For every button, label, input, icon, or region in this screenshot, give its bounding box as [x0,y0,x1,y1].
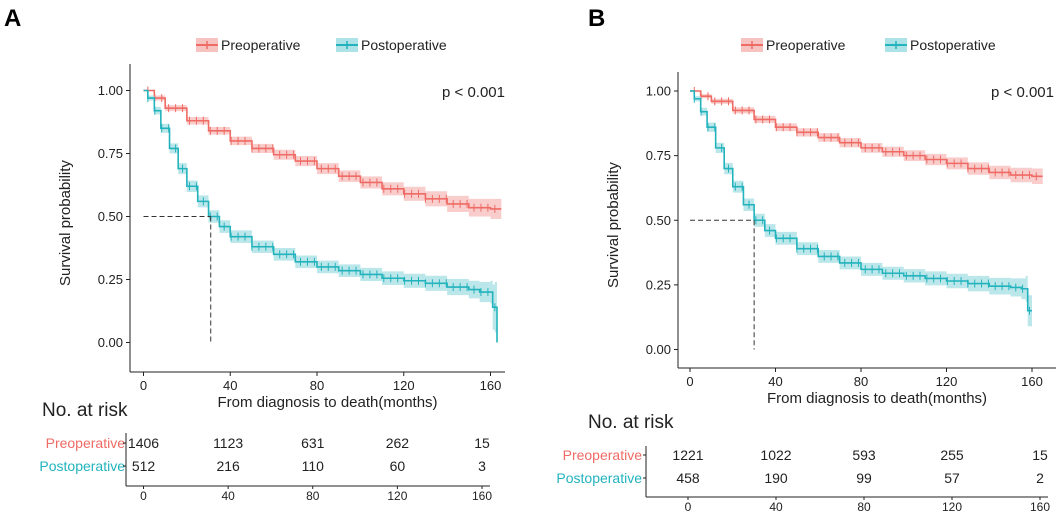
risk-count: 190 [764,470,788,486]
postoperative-curve [690,90,1032,312]
risk-time-label: 160 [1030,500,1050,512]
risk-time-label: 40 [769,500,783,512]
risk-count: 262 [386,435,410,451]
risk-time-label: 80 [306,489,320,503]
y-tick-label: 0.75 [646,148,671,163]
risk-table-title: No. at risk [42,400,128,421]
risk-time-label: 40 [221,489,235,503]
risk-group-label: Postoperative [39,458,125,474]
risk-count: 216 [216,458,240,474]
km-chart-a: A Preoperative Postoperative 0.00 0.25 0.50 0.… [4,5,505,503]
x-tick-label: 120 [393,378,415,393]
panel-label: A [4,5,21,32]
y-tick-label: 0.00 [98,335,123,350]
risk-count: 15 [474,435,490,451]
postoperative-ci-band [143,90,498,343]
y-tick-label: 0.50 [646,213,671,228]
risk-count: 110 [302,458,325,474]
x-tick-label: 40 [223,378,237,393]
legend-label: Preoperative [766,37,846,53]
x-tick-label: 0 [140,378,147,393]
risk-group-label: Preoperative [46,435,126,451]
x-tick-label: 80 [854,374,868,389]
x-axis-title: From diagnosis to death(months) [767,390,987,407]
y-tick-label: 1.00 [646,84,671,99]
risk-time-label: 120 [387,489,407,503]
y-tick-label: 0.75 [98,146,123,161]
panel-b: B Preoperative Postoperative 0.00 0.25 0.50 0.… [548,0,1063,514]
preoperative-ci-band [143,90,502,220]
y-tick-label: 0.25 [98,272,123,287]
risk-count: 593 [852,447,876,463]
risk-time-label: 80 [857,500,871,512]
x-tick-label: 40 [768,374,782,389]
risk-time-label: 0 [140,489,147,503]
preoperative-curve [143,89,502,210]
x-tick-label: 160 [480,378,502,393]
risk-group-label: Preoperative [563,447,643,463]
preoperative-curve [690,90,1043,178]
legend-label: Postoperative [910,37,996,53]
km-chart-b: B Preoperative Postoperative 0.00 0.25 0.50 0.… [556,5,1056,514]
p-value: p < 0.001 [991,84,1054,101]
panel-label: B [588,5,605,32]
risk-count: 1406 [128,435,159,451]
x-tick-label: 0 [686,374,693,389]
risk-count: 99 [856,470,872,486]
risk-count: 57 [944,470,960,486]
x-tick-label: 160 [1021,374,1043,389]
y-axis-title: Survival probability [605,162,622,288]
y-tick-label: 0.50 [98,209,123,224]
y-tick-label: 0.25 [646,277,671,292]
risk-group-label: Postoperative [556,470,642,486]
risk-count: 631 [301,435,325,451]
x-tick-label: 120 [936,374,958,389]
postoperative-curve [143,89,498,343]
risk-count: 3 [478,458,486,474]
risk-count: 2 [1036,470,1044,486]
x-tick-label: 80 [310,378,324,393]
p-value: p < 0.001 [442,84,505,101]
legend-label: Postoperative [361,37,447,53]
risk-count: 1221 [672,447,703,463]
risk-count: 1022 [760,447,791,463]
y-axis-title: Survival probability [57,160,74,286]
risk-count: 512 [132,458,156,474]
risk-count: 1123 [213,435,243,451]
x-axis-title: From diagnosis to death(months) [217,394,437,411]
postoperative-ci-band [690,91,1032,327]
risk-count: 60 [390,458,406,474]
risk-count: 15 [1032,447,1048,463]
risk-time-label: 120 [942,500,962,512]
risk-count: 458 [676,470,700,486]
risk-table-title: No. at risk [588,412,674,433]
risk-count: 255 [940,447,964,463]
y-tick-label: 0.00 [646,342,671,357]
panel-a: A Preoperative Postoperative 0.00 0.25 0.50 0.… [0,0,531,512]
legend-label: Preoperative [221,37,301,53]
y-tick-label: 1.00 [98,83,123,98]
risk-time-label: 0 [685,500,692,512]
risk-time-label: 160 [472,489,492,503]
